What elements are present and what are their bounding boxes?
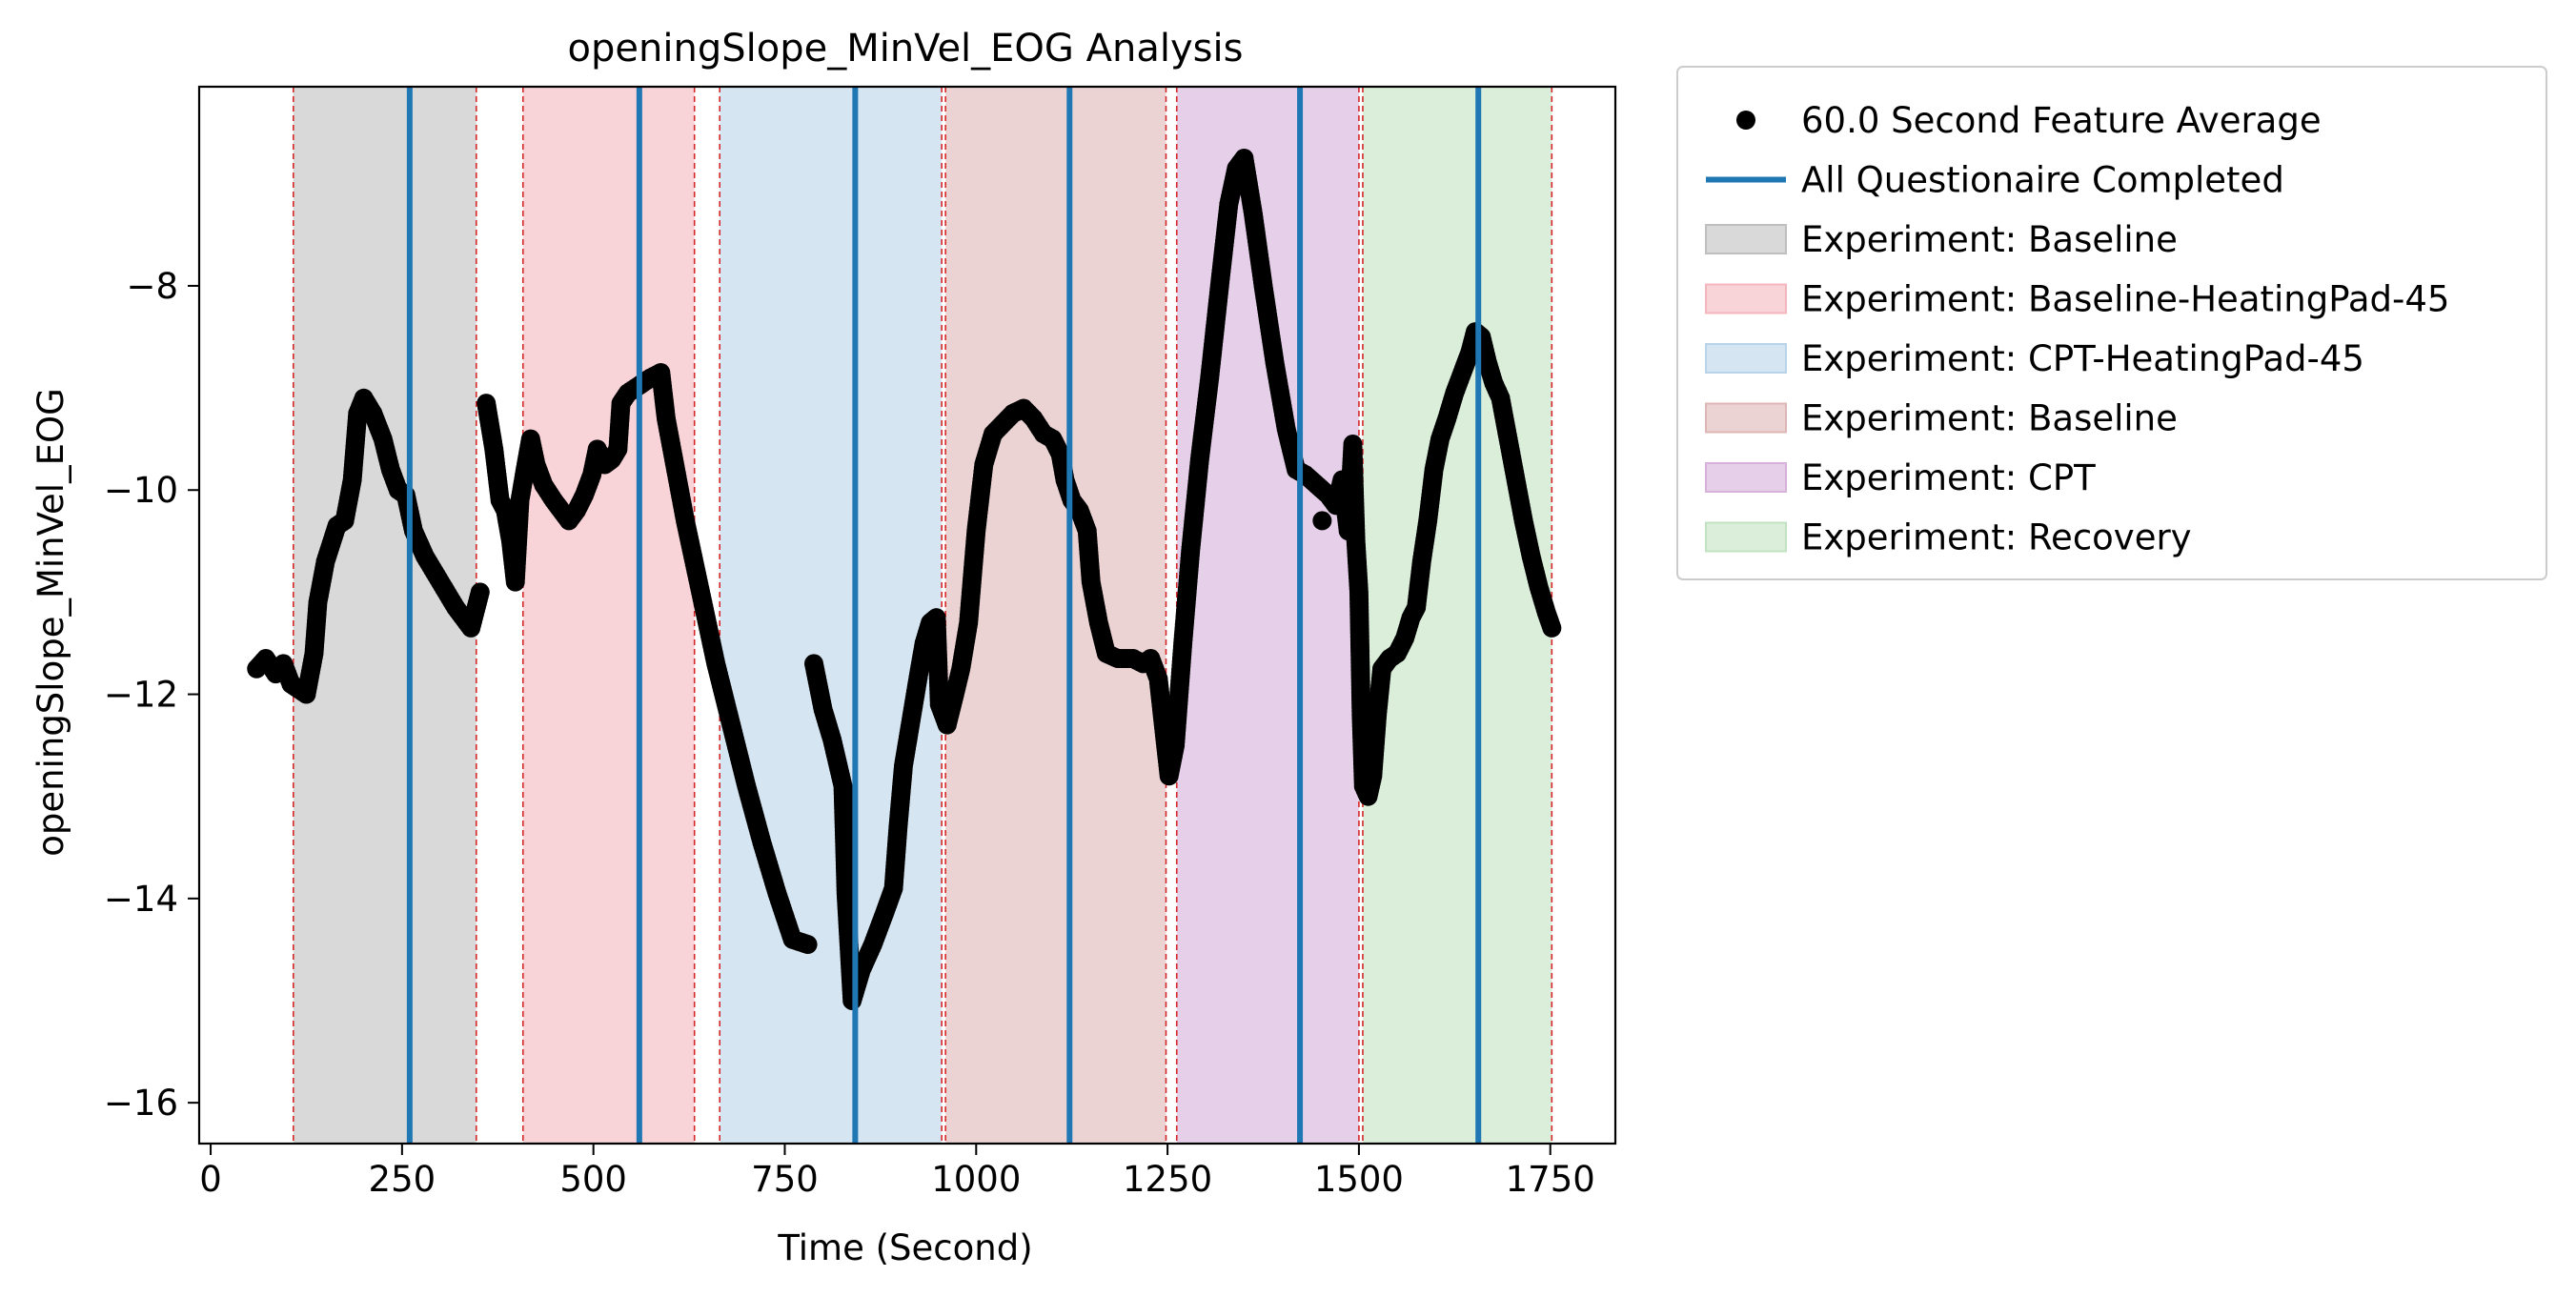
legend-patch-2 <box>1705 224 1787 254</box>
series-feature-average <box>247 149 1562 1010</box>
y-tick-label-3: −10 <box>104 470 178 511</box>
x-tick-label-3: 750 <box>751 1159 819 1200</box>
axes-frame <box>197 85 1617 1145</box>
legend-patch-5 <box>1705 402 1787 434</box>
x-tick-label-0: 0 <box>199 1159 222 1200</box>
legend-marker-0 <box>1736 111 1755 130</box>
region-band-5 <box>1362 87 1552 1144</box>
legend-patch-6 <box>1705 462 1787 493</box>
x-tick-label-4: 1000 <box>931 1159 1021 1200</box>
y-tick-label-4: −8 <box>126 266 178 307</box>
x-axis-label: Time (Second) <box>777 1227 1032 1268</box>
data-point-533 <box>798 935 818 955</box>
region-band-1 <box>522 87 695 1144</box>
y-tick-label-0: −16 <box>104 1083 178 1124</box>
legend-patch-7 <box>1705 521 1787 553</box>
x-tick-label-2: 500 <box>559 1159 627 1200</box>
legend-patch-4 <box>1705 343 1787 374</box>
plot-area <box>247 87 1562 1144</box>
x-tick-label-6: 1500 <box>1314 1159 1404 1200</box>
region-band-2 <box>720 87 943 1144</box>
legend-label-4: Experiment: CPT-HeatingPad-45 <box>1801 338 2364 379</box>
x-tick-label-7: 1750 <box>1506 1159 1595 1200</box>
legend-label-1: All Questionaire Completed <box>1801 160 2284 201</box>
chart-title: openingSlope_MinVel_EOG Analysis <box>568 27 1244 71</box>
legend-label-6: Experiment: CPT <box>1801 457 2096 498</box>
axes: 0 250 500 750 1000 1250 1500 1750 −16 −14 −12 −10 −8 <box>104 85 1617 1200</box>
data-point-190 <box>470 582 490 602</box>
legend-label-2: Experiment: Baseline <box>1801 219 2178 260</box>
data-point-1615 <box>1312 511 1332 531</box>
y-axis-label: openingSlope_MinVel_EOG <box>30 388 71 857</box>
region-band-3 <box>945 87 1166 1144</box>
legend-label-5: Experiment: Baseline <box>1801 398 2178 439</box>
legend-box <box>1676 66 2547 580</box>
legend-label-7: Experiment: Recovery <box>1801 517 2192 558</box>
data-point-1614 <box>501 500 521 520</box>
x-tick-label-5: 1250 <box>1123 1159 1212 1200</box>
y-tick-label-2: −12 <box>104 675 178 716</box>
legend-label-3: Experiment: Baseline-HeatingPad-45 <box>1801 279 2449 320</box>
data-point-1613 <box>1542 618 1562 638</box>
x-tick-label-1: 250 <box>369 1159 436 1200</box>
legend-patch-3 <box>1705 283 1787 314</box>
y-tick-label-1: −14 <box>104 879 178 920</box>
region-band-4 <box>1176 87 1359 1144</box>
legend-label-0: 60.0 Second Feature Average <box>1801 100 2322 141</box>
legend: 60.0 Second Feature Average All Questiona… <box>1676 66 2547 580</box>
